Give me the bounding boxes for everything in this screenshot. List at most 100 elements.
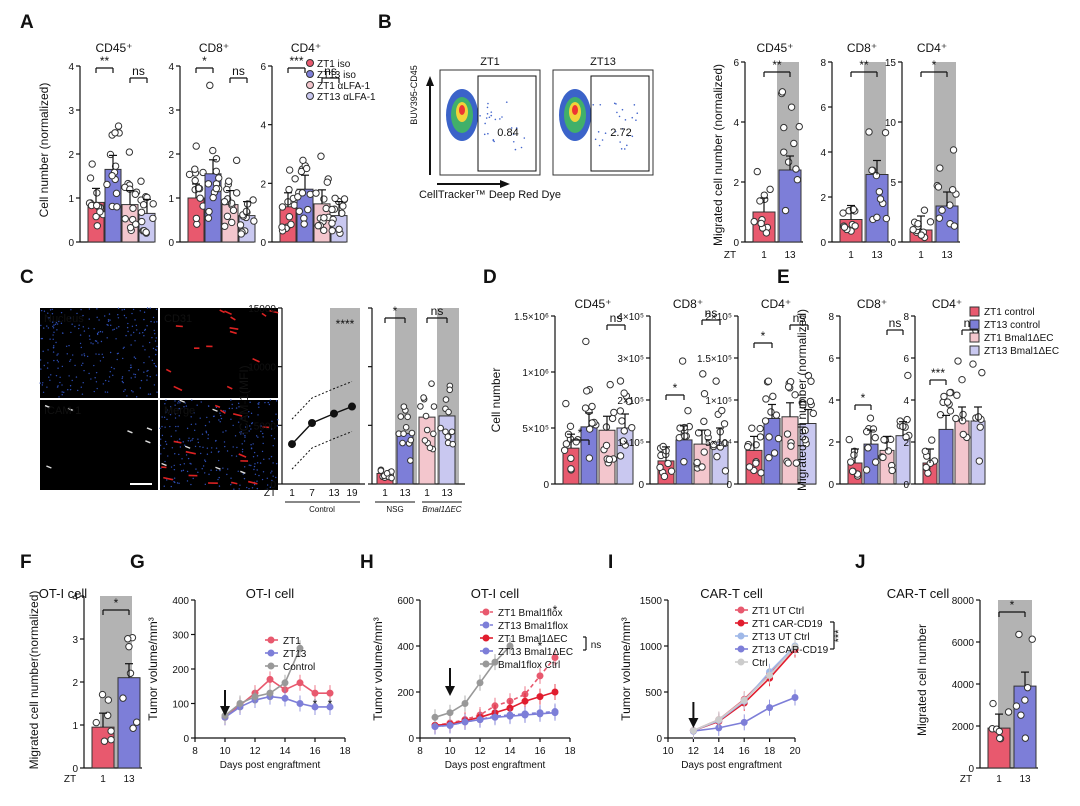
d-chart-2-dot [743, 443, 752, 451]
c-image-nucleus [241, 451, 244, 453]
c-image-nucleus [270, 455, 273, 458]
c-xtick: 19 [346, 488, 358, 499]
panel-label-J: J [855, 552, 866, 573]
c-image-nucleus [248, 430, 250, 432]
b-flow-density [572, 105, 578, 115]
c-image-nucleus [202, 446, 204, 449]
b-xtick: 13 [871, 250, 883, 261]
b-chart-0-dot [780, 123, 788, 132]
e-chart-1-dot [928, 436, 936, 444]
H-y-tick-label: 0 [408, 734, 414, 745]
c-image-nucleus [144, 329, 146, 331]
c-image-nucleus [53, 345, 55, 347]
c-image-nucleus [261, 450, 264, 453]
a-chart-0-dot [106, 150, 115, 159]
c-image-nucleus [95, 371, 98, 374]
c-image-nucleus [186, 480, 189, 482]
c-image-nucleus [153, 321, 156, 323]
a-chart-1-dot [196, 194, 204, 202]
d-chart-title: CD8⁺ [673, 297, 703, 311]
f-chart-dot [104, 696, 113, 704]
c-image-nucleus [43, 327, 45, 329]
c-bar-dot [400, 430, 407, 438]
c-image-nucleus [69, 360, 71, 363]
i-arrow-head [688, 718, 699, 728]
c-image-nucleus [252, 456, 255, 458]
c-image-nucleus [110, 324, 112, 327]
a-chart-1-dot [212, 155, 221, 163]
d-chart-0-dot [616, 407, 625, 415]
c-image-nucleus [232, 424, 234, 427]
c-image-nucleus [161, 416, 163, 418]
c-image-nucleus [83, 355, 86, 357]
j-chart-dot [1021, 734, 1030, 742]
j-chart-dot [1021, 696, 1029, 704]
b-flow-event [604, 132, 607, 134]
c-image-nucleus [47, 327, 50, 329]
d-chart-0-dot [628, 423, 636, 432]
c-image-nucleus [196, 404, 198, 406]
a-chart-title: CD4⁺ [291, 41, 321, 55]
b-flow-event [486, 106, 489, 109]
f-chart-dot [133, 718, 141, 726]
b-flow-event [601, 139, 604, 141]
c-image-nucleus [266, 488, 268, 491]
c-image-nucleus [271, 479, 273, 482]
d-chart-1-dot [693, 458, 701, 467]
c-image-nucleus [251, 487, 254, 489]
c-image-nucleus [113, 328, 115, 331]
c-image-nucleus [81, 354, 83, 356]
c-image-nucleus [153, 362, 155, 365]
c-image-nucleus [57, 353, 59, 355]
c-image-nucleus [164, 460, 166, 463]
d-chart-2-dot [787, 442, 795, 450]
panel-label-G: G [130, 552, 145, 573]
c-image-nucleus [165, 399, 167, 401]
j-chart-dot [995, 727, 1004, 736]
c-image-nucleus [250, 428, 252, 430]
c-bar-dot [448, 428, 456, 436]
b-chart-0-dot [757, 219, 765, 228]
c-image-nucleus [155, 308, 158, 311]
c-image-nucleus [102, 356, 105, 359]
d-chart-2-dot [756, 433, 765, 441]
c-image-nucleus [223, 441, 226, 443]
c-bar-dot [399, 439, 406, 447]
b-flow-event [490, 111, 493, 113]
d-chart-2-dot [765, 433, 773, 441]
e-chart-0-y-tick-label: 4 [828, 396, 834, 407]
c-image-nucleus [250, 412, 253, 415]
b-chart-1-y-tick-label: 0 [820, 238, 826, 249]
c-image-nucleus [200, 452, 202, 455]
c-image-nucleus [83, 369, 85, 372]
c-bar-dot [420, 394, 427, 401]
c-image-nucleus [231, 407, 233, 410]
c-image-nucleus [193, 412, 195, 414]
c-image-nucleus [82, 326, 85, 328]
c-image-nucleus [126, 395, 128, 397]
c-image-vessel [163, 476, 173, 481]
e-chart-1-dot [943, 398, 952, 406]
a-chart-1-y-tick-label: 1 [168, 194, 174, 205]
d-chart-0-dot [610, 408, 618, 417]
e-chart-1-dot [922, 463, 930, 472]
g-legend-label: ZT13 [283, 649, 307, 660]
c-image-nucleus [130, 344, 132, 346]
d-chart-2-y-tick-label: 2×10⁵ [705, 312, 732, 323]
c-image-nucleus [106, 391, 109, 393]
c-image-nucleus [133, 356, 136, 358]
c-image-nucleus [205, 432, 208, 434]
c-image-vessel [269, 309, 279, 314]
c-image-nucleus [52, 346, 55, 349]
c-image-nucleus [126, 326, 129, 329]
c-image-nucleus [40, 324, 42, 327]
H-x-tick-label: 14 [504, 746, 516, 757]
c-image-nucleus [82, 362, 84, 365]
c-image-nucleus [188, 437, 190, 439]
c-image-nucleus [63, 391, 65, 394]
e-chart-0-dot [850, 451, 858, 459]
a-chart-0-dot [92, 212, 100, 221]
e-chart-0-y-tick-label: 6 [828, 354, 834, 365]
c-image-nucleus [197, 438, 199, 440]
b-chart-2-dot [936, 164, 944, 172]
